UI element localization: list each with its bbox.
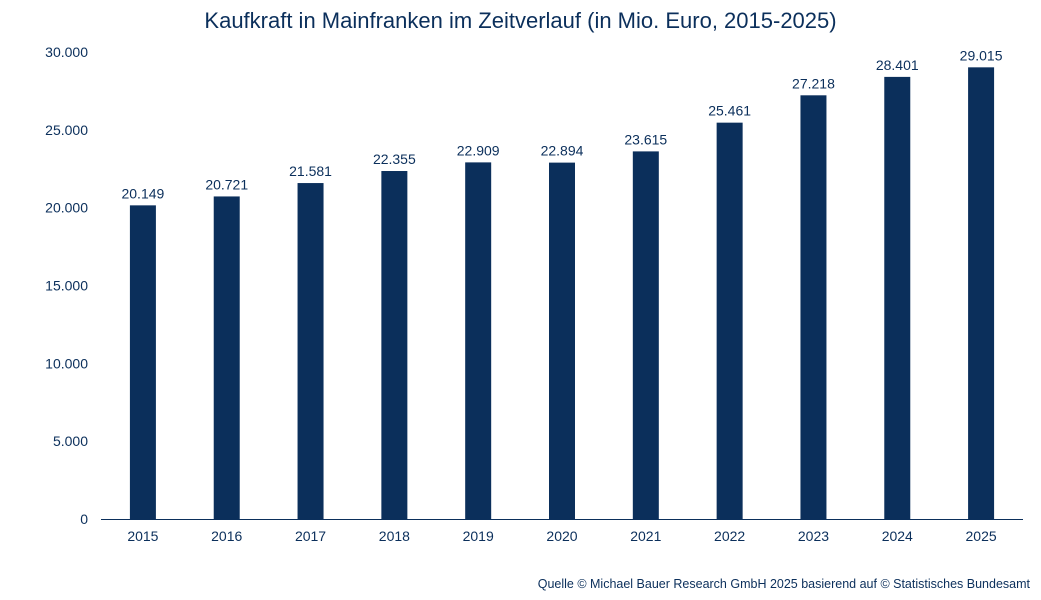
x-tick-label: 2016 — [211, 528, 242, 544]
bar-2020 — [549, 162, 575, 519]
y-tick-label: 10.000 — [45, 355, 88, 371]
chart-title: Kaufkraft in Mainfranken im Zeitverlauf … — [204, 8, 837, 33]
value-label: 28.401 — [876, 57, 919, 73]
bar-2018 — [381, 171, 408, 519]
bar-2025 — [968, 67, 995, 520]
x-axis-labels: 2015 2016 2017 2018 2019 2020 2021 2022 2023 2024… — [127, 528, 997, 544]
x-tick-label: 2024 — [882, 528, 913, 544]
x-tick-label: 2019 — [463, 528, 494, 544]
bar-2022 — [716, 122, 743, 519]
value-label: 21.581 — [289, 163, 332, 179]
value-label: 29.015 — [960, 47, 1003, 63]
x-tick-label: 2022 — [714, 528, 745, 544]
bar-2015 — [129, 205, 156, 519]
value-label: 22.909 — [457, 142, 500, 158]
value-label: 20.149 — [121, 185, 164, 201]
y-tick-label: 5.000 — [53, 433, 88, 449]
y-tick-label: 30.000 — [45, 44, 88, 60]
bar-2023 — [800, 95, 827, 520]
x-tick-label: 2025 — [966, 528, 997, 544]
x-tick-label: 2021 — [630, 528, 661, 544]
bar-2017 — [297, 183, 324, 519]
value-labels: 20.149 20.721 21.581 22.355 22.909 22.894 23.6… — [121, 47, 1002, 201]
value-label: 25.461 — [708, 103, 751, 119]
y-tick-label: 15.000 — [45, 278, 88, 294]
y-axis-labels: 0 5.000 10.000 15.000 20.000 25.000 30.000 — [45, 44, 88, 527]
value-label: 23.615 — [624, 131, 667, 147]
bar-2021 — [632, 151, 659, 519]
x-tick-label: 2020 — [546, 528, 577, 544]
bar-2024 — [884, 76, 911, 519]
value-label: 20.721 — [205, 176, 248, 192]
value-label: 22.355 — [373, 151, 416, 167]
y-tick-label: 0 — [80, 511, 88, 527]
value-label: 27.218 — [792, 75, 835, 91]
x-tick-label: 2017 — [295, 528, 326, 544]
bar-2019 — [465, 162, 492, 519]
x-tick-label: 2023 — [798, 528, 829, 544]
x-tick-label: 2015 — [127, 528, 158, 544]
source-note: Quelle © Michael Bauer Research GmbH 202… — [537, 577, 1030, 591]
y-tick-label: 20.000 — [45, 200, 88, 216]
bar-2016 — [213, 196, 240, 519]
x-tick-label: 2018 — [379, 528, 410, 544]
bars — [129, 67, 995, 520]
value-label: 22.894 — [541, 143, 584, 159]
y-tick-label: 25.000 — [45, 122, 88, 138]
